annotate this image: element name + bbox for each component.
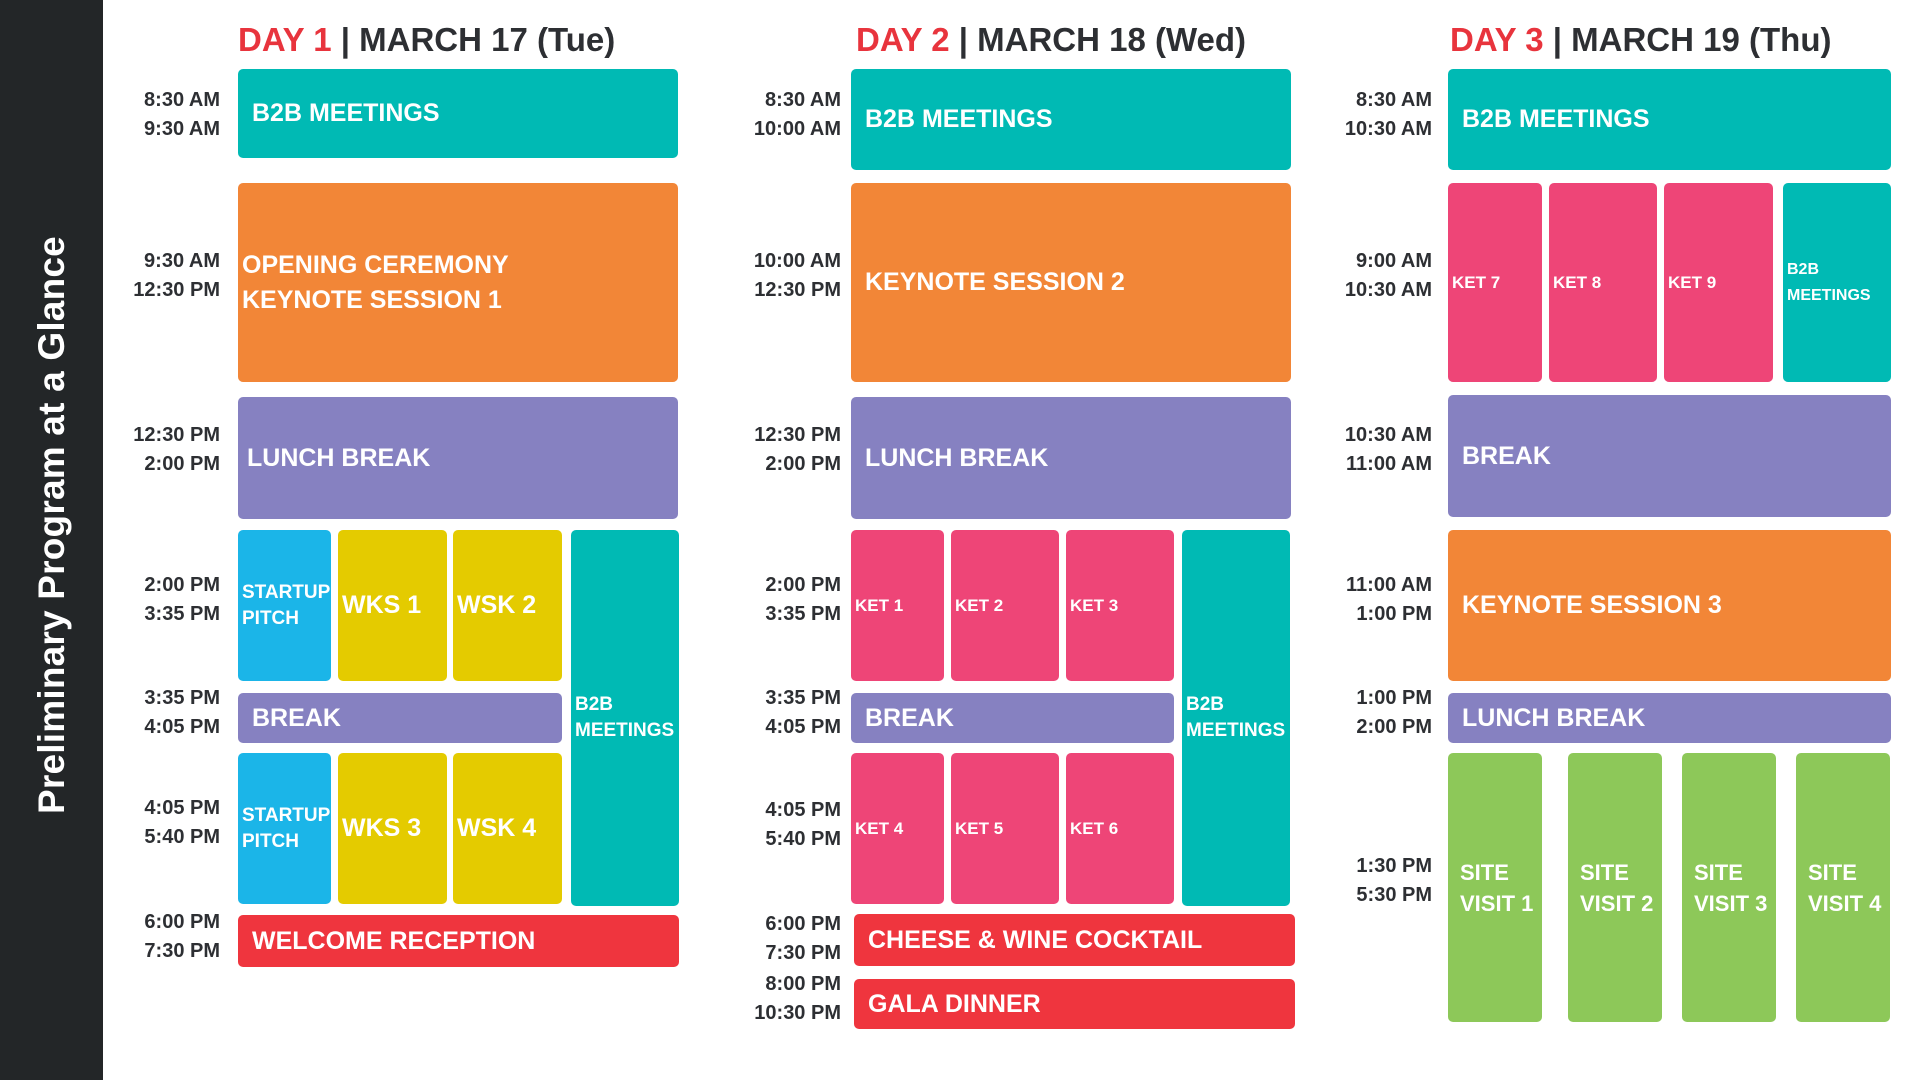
day3-time-4: 11:00 AM 1:00 PM [1346,574,1432,625]
day1-time-3: 12:30 PM 2:00 PM [133,424,220,475]
day1-startup-pitch-1: STARTUP PITCH [238,530,331,681]
day1-time-6: 4:05 PM 5:40 PM [144,797,220,848]
day2-ket2: KET 2 [951,530,1059,681]
day1-label: DAY 1 [238,21,332,58]
day2-ket5: KET 5 [951,753,1059,904]
day3-site-visit-3: SITE VISIT 3 [1682,753,1776,1022]
day2-time-8: 8:00 PM 10:30 PM [754,973,841,1024]
day3-site-visit-2: SITE VISIT 2 [1568,753,1662,1022]
day3-heading: DAY 3 | MARCH 19 (Thu) [1450,18,1831,62]
day2-time-6: 4:05 PM 5:40 PM [765,799,841,850]
day1-time-7: 6:00 PM 7:30 PM [144,911,220,962]
day1-b2b-meetings: B2B MEETINGS [238,69,678,158]
day1-startup-pitch-2: STARTUP PITCH [238,753,331,904]
day2-label: DAY 2 [856,21,950,58]
day3-ket7: KET 7 [1448,183,1542,382]
day1-b2b-meetings-afternoon: B2B MEETINGS [571,530,679,906]
day1-wsk4: WSK 4 [453,753,562,904]
day2-time-1: 8:30 AM 10:00 AM [753,89,841,140]
sidebar: Preliminary Program at a Glance [0,0,103,1080]
day3-time-2: 9:00 AM 10:30 AM [1344,250,1432,301]
day3-ket8: KET 8 [1549,183,1657,382]
day3-lunch-break: LUNCH BREAK [1448,693,1891,743]
day2-time-4: 2:00 PM 3:35 PM [765,574,841,625]
day1-wks3: WKS 3 [338,753,447,904]
day1-time-2: 9:30 AM 12:30 PM [133,250,220,301]
day2-time-3: 12:30 PM 2:00 PM [754,424,841,475]
day2-keynote-session-2: KEYNOTE SESSION 2 [851,183,1291,382]
day2-heading: DAY 2 | MARCH 18 (Wed) [856,18,1246,62]
day2-time-5: 3:35 PM 4:05 PM [765,687,841,738]
day3-site-visit-1: SITE VISIT 1 [1448,753,1542,1022]
day3-b2b-meetings-mid: B2B MEETINGS [1783,183,1891,382]
day1-opening-keynote: OPENING CEREMONY KEYNOTE SESSION 1 [238,183,678,382]
day3-time-6: 1:30 PM 5:30 PM [1356,855,1432,906]
day1-wsk2: WSK 2 [453,530,562,681]
day3-label: DAY 3 [1450,21,1544,58]
day2-b2b-meetings-afternoon: B2B MEETINGS [1182,530,1290,906]
day3-break: BREAK [1448,395,1891,517]
day1-welcome-reception: WELCOME RECEPTION [238,915,679,967]
day1-heading: DAY 1 | MARCH 17 (Tue) [238,18,615,62]
day1-lunch-break: LUNCH BREAK [238,397,678,519]
day2-time-2: 10:00 AM 12:30 PM [753,250,841,301]
day1-time-4: 2:00 PM 3:35 PM [144,574,220,625]
day2-ket6: KET 6 [1066,753,1174,904]
day1-date: | MARCH 17 (Tue) [340,21,616,58]
day3-keynote-session-3: KEYNOTE SESSION 3 [1448,530,1891,681]
day2-ket1: KET 1 [851,530,944,681]
day3-time-1: 8:30 AM 10:30 AM [1344,89,1432,140]
sidebar-title: Preliminary Program at a Glance [31,236,72,814]
day1-wks1: WKS 1 [338,530,447,681]
day3-time-5: 1:00 PM 2:00 PM [1356,687,1432,738]
day2-cheese-wine-cocktail: CHEESE & WINE COCKTAIL [854,914,1295,966]
day3-site-visit-4: SITE VISIT 4 [1796,753,1890,1022]
day2-ket3: KET 3 [1066,530,1174,681]
day3-date: | MARCH 19 (Thu) [1552,21,1832,58]
day1-time-1: 8:30 AM 9:30 AM [144,89,220,140]
day2-break: BREAK [851,693,1174,743]
day3-b2b-meetings: B2B MEETINGS [1448,69,1891,170]
day2-gala-dinner: GALA DINNER [854,979,1295,1029]
day1-break: BREAK [238,693,562,743]
day3-time-3: 10:30 AM 11:00 AM [1344,424,1432,475]
day2-b2b-meetings: B2B MEETINGS [851,69,1291,170]
day2-time-7: 6:00 PM 7:30 PM [765,913,841,964]
day2-lunch-break: LUNCH BREAK [851,397,1291,519]
day2-ket4: KET 4 [851,753,944,904]
day1-time-5: 3:35 PM 4:05 PM [144,687,220,738]
day2-date: | MARCH 18 (Wed) [958,21,1247,58]
day3-ket9: KET 9 [1664,183,1773,382]
